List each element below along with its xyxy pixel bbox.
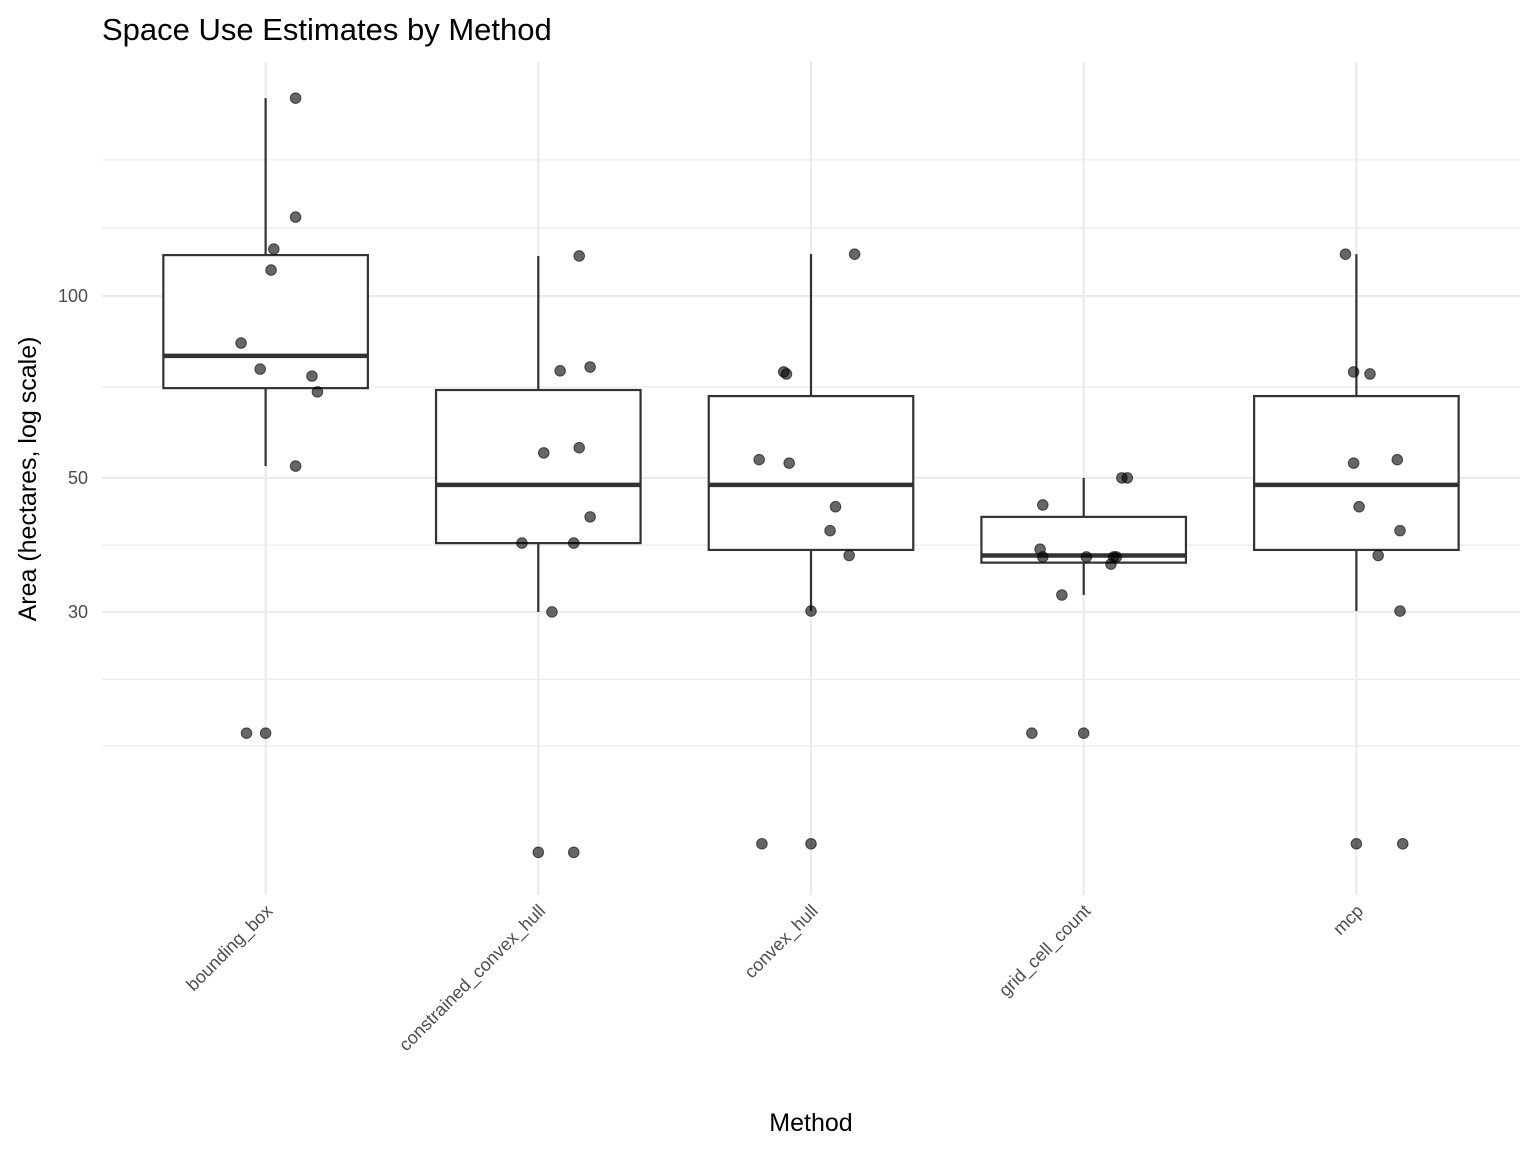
x-tick-label: convex_hull	[740, 901, 822, 983]
data-point	[1036, 499, 1049, 511]
box-iqr	[707, 394, 915, 552]
data-point	[1347, 366, 1360, 378]
data-point	[829, 500, 842, 513]
data-point	[1350, 837, 1363, 850]
data-point	[1391, 453, 1404, 466]
data-point	[1394, 524, 1406, 537]
x-tick-label: constrained_convex_hull	[395, 901, 550, 1056]
data-point	[265, 264, 277, 276]
data-point	[1339, 248, 1352, 260]
data-point	[848, 248, 861, 260]
points	[235, 92, 1409, 859]
data-point	[567, 846, 580, 859]
data-point	[1121, 472, 1134, 484]
data-point	[1105, 558, 1117, 570]
data-point	[311, 386, 324, 398]
data-point	[1077, 727, 1090, 739]
data-point	[289, 92, 302, 104]
data-point	[516, 537, 528, 549]
data-point	[567, 537, 580, 549]
data-point	[259, 727, 272, 739]
data-point	[824, 524, 836, 537]
data-point	[1394, 605, 1406, 617]
y-axis-title: Area (hectares, log scale)	[14, 337, 42, 622]
y-tick-label: 100	[58, 286, 88, 306]
x-tick-label: bounding_box	[182, 901, 277, 996]
data-point	[753, 453, 765, 466]
data-point	[1056, 589, 1068, 601]
data-point	[1036, 551, 1049, 563]
data-point	[783, 457, 795, 469]
data-point	[843, 549, 855, 562]
y-axis-ticks: 30 50 100	[58, 286, 88, 622]
data-point	[1353, 500, 1365, 513]
y-tick-label: 30	[68, 602, 88, 622]
x-axis-title: Method	[769, 1109, 852, 1137]
data-point	[573, 250, 586, 262]
data-point	[532, 846, 545, 859]
data-point	[584, 361, 596, 373]
data-point	[254, 363, 266, 375]
data-point	[756, 837, 768, 850]
box-iqr	[162, 253, 369, 390]
y-tick-label: 50	[68, 468, 88, 488]
data-point	[1372, 549, 1384, 562]
box-iqr	[1253, 394, 1460, 552]
data-point	[289, 211, 302, 223]
data-point	[1347, 457, 1360, 469]
data-point	[573, 441, 586, 454]
data-point	[267, 243, 280, 255]
data-point	[240, 727, 253, 739]
data-point	[306, 370, 318, 382]
data-point	[1026, 727, 1038, 739]
x-tick-label: mcp	[1329, 901, 1367, 939]
data-point	[584, 511, 596, 523]
data-point	[554, 365, 566, 377]
box-iqr	[434, 388, 642, 545]
data-point	[805, 605, 817, 617]
data-point	[235, 337, 247, 349]
data-point	[289, 460, 302, 472]
data-point	[780, 368, 793, 380]
boxes	[162, 98, 1460, 612]
data-point	[1364, 368, 1376, 380]
x-axis-ticks: bounding_box constrained_convex_hull conve…	[182, 901, 1367, 1056]
chart-title: Space Use Estimates by Method	[102, 12, 552, 47]
x-tick-label: grid_cell_count	[995, 901, 1095, 1001]
data-point	[1080, 551, 1093, 563]
data-point	[546, 606, 558, 618]
data-point	[537, 447, 550, 459]
data-point	[1396, 837, 1409, 850]
data-point	[805, 837, 817, 850]
